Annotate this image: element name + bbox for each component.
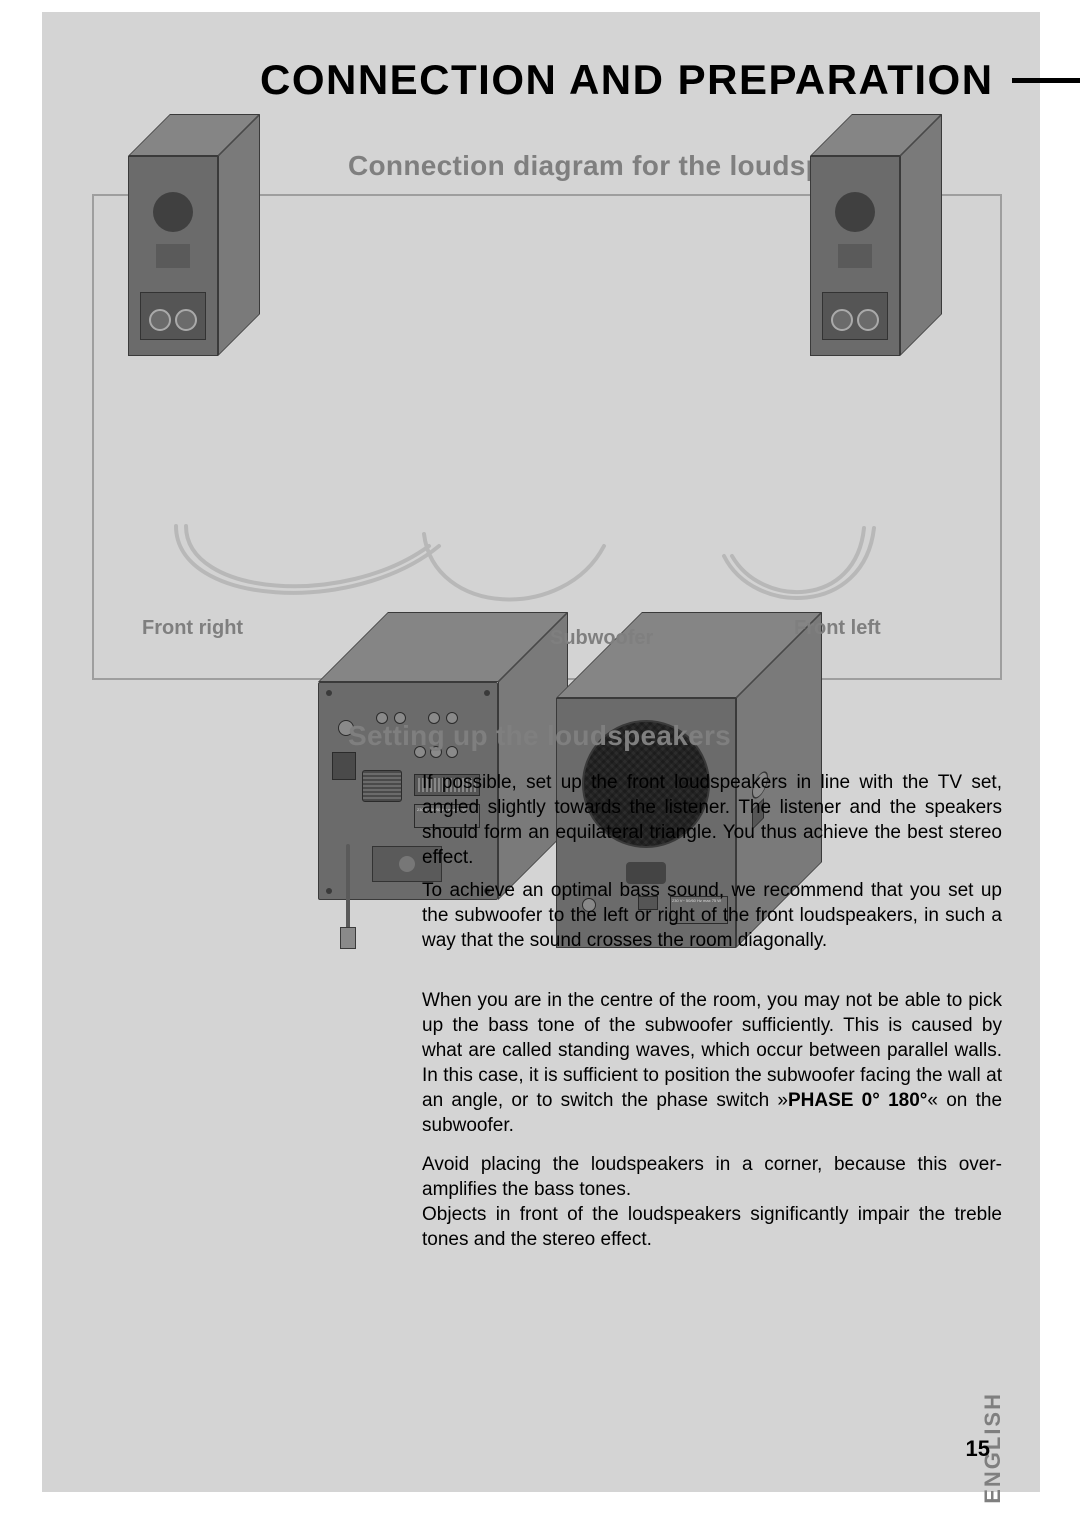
label-front-right: Front right — [142, 617, 243, 640]
heading-setting-up: Setting up the loudspeakers — [348, 720, 731, 752]
connection-diagram: 230 V~ 50/60 Hz max 75 W 230 V~ 50/60 Hz… — [92, 194, 1002, 680]
vent-grille-icon — [362, 770, 402, 802]
power-plug-icon — [340, 927, 356, 949]
ac-inlet — [332, 752, 356, 780]
paragraph-1: If possible, set up the front loudspeake… — [422, 770, 1002, 870]
title-rule — [1012, 78, 1080, 83]
page-title: CONNECTION AND PREPARATION — [260, 56, 994, 104]
paragraph-3: When you are in the centre of the room, … — [422, 988, 1002, 1138]
title-bar: CONNECTION AND PREPARATION — [260, 56, 1080, 104]
terminal-panel — [140, 292, 206, 340]
label-front-left: Front left — [794, 617, 881, 640]
page-frame: CONNECTION AND PREPARATION Connection di… — [42, 12, 1040, 1492]
label-subwoofer: Subwoofer — [550, 627, 653, 650]
woofer-icon — [835, 192, 875, 232]
cable-mainunit-to-subwoofer — [404, 526, 624, 636]
page-number: 15 — [966, 1436, 990, 1462]
port-icon — [838, 244, 872, 268]
power-cord — [346, 844, 350, 934]
paragraph-2: To achieve an optimal bass sound, we rec… — [422, 878, 1002, 953]
woofer-icon — [153, 192, 193, 232]
terminal-panel — [822, 292, 888, 340]
port-icon — [156, 244, 190, 268]
paragraph-4: Avoid placing the loudspeakers in a corn… — [422, 1152, 1002, 1252]
phase-switch-label: PHASE 0° 180° — [788, 1090, 927, 1111]
